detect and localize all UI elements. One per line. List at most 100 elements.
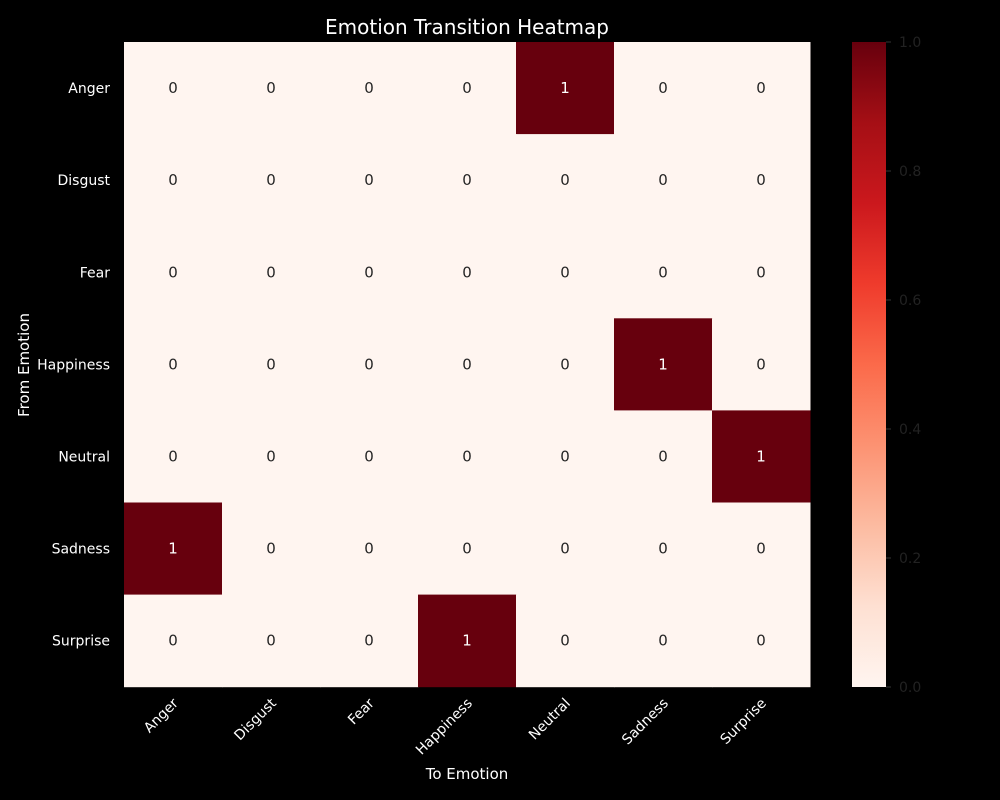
heatmap-cell [124, 410, 223, 503]
heatmap-cell [320, 134, 419, 227]
cell-value-label: 0 [462, 540, 472, 558]
heatmap-cell [712, 42, 811, 135]
heatmap-cell [320, 318, 419, 411]
heatmap-cell [516, 594, 615, 688]
cell-value-label: 0 [168, 79, 178, 97]
heatmap-cell [712, 594, 811, 688]
cell-value-label: 0 [462, 355, 472, 373]
cell-value-label: 0 [658, 540, 668, 558]
heatmap-cell [712, 318, 811, 411]
heatmap-cell [516, 42, 615, 135]
cell-value-label: 0 [756, 632, 766, 650]
cell-value-label: 0 [658, 263, 668, 281]
heatmap-cell [124, 502, 223, 596]
cell-value-label: 0 [560, 355, 570, 373]
cell-value-label: 0 [266, 540, 276, 558]
cell-value-label: 1 [756, 447, 766, 465]
heatmap-cell [222, 226, 321, 319]
cell-value-label: 0 [364, 540, 374, 558]
y-tick-label: Surprise [52, 634, 110, 650]
cell-value-label: 0 [168, 355, 178, 373]
heatmap-cell [124, 134, 223, 227]
cell-value-label: 1 [462, 632, 472, 650]
cell-value-label: 0 [462, 79, 472, 97]
heatmap-cell [614, 318, 713, 411]
heatmap-cell [320, 594, 419, 688]
heatmap-cell [712, 410, 811, 503]
heatmap-cell [222, 502, 321, 596]
heatmap-cell [320, 42, 419, 135]
y-tick-label: Fear [80, 265, 110, 281]
colorbar [852, 42, 886, 687]
cell-value-label: 0 [364, 447, 374, 465]
cell-value-label: 0 [266, 171, 276, 189]
heatmap-cell [516, 318, 615, 411]
heatmap-cell [124, 594, 223, 688]
heatmap-cell [222, 318, 321, 411]
cell-value-label: 1 [168, 540, 178, 558]
colorbar-tick-label: 0.0 [899, 680, 921, 696]
cell-value-label: 0 [756, 540, 766, 558]
heatmap-cell [614, 410, 713, 503]
cell-value-label: 0 [462, 447, 472, 465]
cell-value-label: 0 [364, 355, 374, 373]
cell-value-label: 0 [560, 447, 570, 465]
heatmap-cell [516, 134, 615, 227]
cell-value-label: 1 [658, 355, 668, 373]
cell-value-label: 0 [364, 171, 374, 189]
y-tick-label: Disgust [57, 173, 110, 189]
cell-value-label: 0 [266, 79, 276, 97]
heatmap-cell [222, 594, 321, 688]
heatmap-cell [222, 410, 321, 503]
cell-value-label: 0 [756, 355, 766, 373]
cell-value-label: 0 [462, 263, 472, 281]
heatmap-cell [222, 134, 321, 227]
cell-value-label: 0 [266, 355, 276, 373]
heatmap-cell [516, 502, 615, 596]
heatmap-cell [614, 594, 713, 688]
y-tick-label: Happiness [37, 357, 110, 373]
colorbar-ticks: 0.0 0.2 0.4 0.6 0.8 1.0 [886, 35, 921, 696]
cell-value-label: 0 [364, 79, 374, 97]
heatmap-cell [418, 594, 517, 688]
y-tick-label: Anger [68, 81, 110, 97]
heatmap-cell [320, 502, 419, 596]
heatmap-cell [516, 410, 615, 503]
heatmap-cell [516, 226, 615, 319]
cell-value-label: 0 [560, 171, 570, 189]
cell-value-label: 0 [168, 447, 178, 465]
heatmap-cell [124, 42, 223, 135]
heatmap-cell-labels: 0 0 0 0 1 0 0 0 0 0 0 0 0 0 0 0 0 0 0 0 0 0 0 0 0 0 1 0 0 0 0 0 0 0 1 1 0 0 0 0… [168, 79, 766, 650]
heatmap-cell [614, 226, 713, 319]
heatmap-cell [320, 226, 419, 319]
heatmap-cell [418, 318, 517, 411]
colorbar-tick-label: 0.8 [899, 164, 921, 180]
cell-value-label: 0 [266, 263, 276, 281]
cell-value-label: 0 [756, 263, 766, 281]
x-axis-label: To Emotion [425, 765, 509, 783]
heatmap-cell [712, 502, 811, 596]
cell-value-label: 0 [756, 79, 766, 97]
cell-value-label: 0 [364, 263, 374, 281]
cell-value-label: 0 [168, 263, 178, 281]
heatmap-cell [418, 410, 517, 503]
colorbar-tick-label: 0.6 [899, 293, 921, 309]
y-tick-label: Neutral [58, 449, 110, 465]
chart-title: Emotion Transition Heatmap [325, 15, 609, 39]
heatmap-cell [418, 134, 517, 227]
cell-value-label: 0 [560, 263, 570, 281]
colorbar-tick-label: 0.4 [899, 422, 921, 438]
heatmap-cell [124, 318, 223, 411]
cell-value-label: 0 [364, 632, 374, 650]
heatmap-cell [222, 42, 321, 135]
heatmap-cell [418, 502, 517, 596]
cell-value-label: 0 [658, 171, 668, 189]
cell-value-label: 0 [658, 447, 668, 465]
heatmap-cell [614, 42, 713, 135]
heatmap-cell [712, 226, 811, 319]
heatmap-cell [712, 134, 811, 227]
heatmap-cell [418, 226, 517, 319]
cell-value-label: 0 [658, 79, 668, 97]
y-tick-label: Sadness [52, 542, 110, 558]
